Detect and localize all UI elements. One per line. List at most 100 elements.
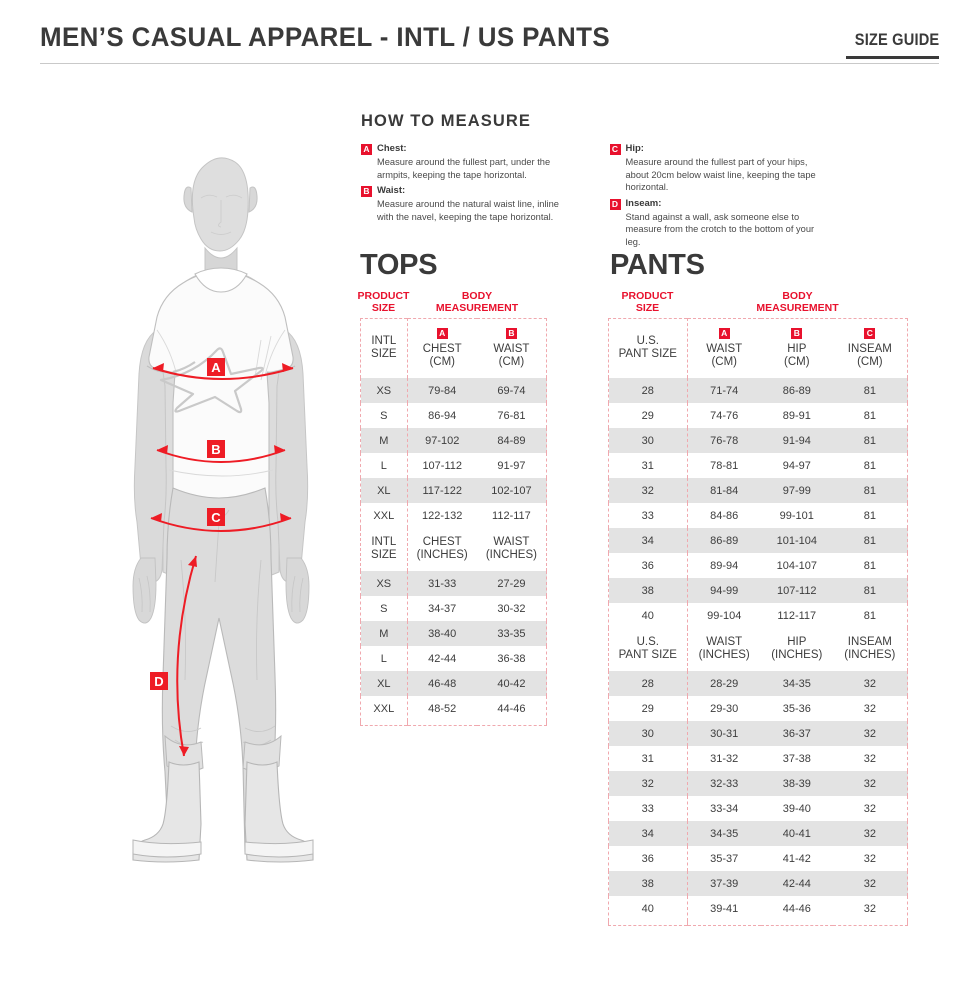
table-row: 40 99-104 112-117 81 — [608, 603, 908, 628]
cell-size: S — [360, 596, 408, 621]
table-row: 32 32-33 38-39 32 — [608, 771, 908, 796]
table-row: L 107-112 91-97 — [360, 453, 547, 478]
tops-inches-header-size-l1: INTL — [371, 536, 397, 548]
cell-waist: 76-78 — [687, 428, 761, 453]
cell-inseam: 32 — [863, 852, 876, 865]
cell-waist: 33-34 — [710, 802, 739, 815]
pants-cm-header-inseam: C INSEAM (CM) — [832, 318, 908, 378]
pants-inches-header-inseam-l1: INSEAM — [847, 636, 892, 648]
cell-waist: 112-117 — [492, 509, 531, 522]
cell-chest: 79-84 — [407, 378, 477, 403]
cell-inseam: 81 — [832, 428, 908, 453]
tops-cm-header-waist: B WAIST (CM) — [476, 318, 547, 378]
pants-cm-header-hip-l2: (CM) — [784, 356, 810, 368]
svg-text:B: B — [211, 442, 220, 457]
tops-legend-product-size-2: SIZE — [371, 302, 396, 314]
cell-hip: 91-94 — [760, 428, 833, 453]
table-row: 30 76-78 91-94 81 — [608, 428, 908, 453]
mannequin-figure: A B C — [95, 140, 360, 880]
cell-hip: 41-42 — [782, 852, 811, 865]
table-row: 38 37-39 42-44 32 — [608, 871, 908, 896]
cell-size: 33 — [608, 503, 688, 528]
cell-hip: 101-104 — [760, 528, 833, 553]
cell-waist: 40-42 — [476, 671, 547, 696]
cell-waist: 84-89 — [476, 428, 547, 453]
pants-legend-body-1: BODY — [782, 290, 813, 302]
cell-size: 38 — [608, 578, 688, 603]
cell-size: 31 — [608, 453, 688, 478]
cell-hip: 34-35 — [760, 671, 833, 696]
pants-legend: PRODUCT SIZE BODY MEASUREMENT — [608, 289, 908, 315]
spacer — [608, 921, 688, 925]
cell-waist: 30-32 — [497, 602, 526, 615]
badge-c-icon: C — [609, 144, 621, 155]
cell-size: XL — [360, 671, 408, 696]
badge-a-icon: A — [361, 144, 372, 155]
tops-inches-header-chest-l2: (INCHES) — [416, 549, 468, 561]
cell-inseam: 32 — [863, 802, 876, 815]
tops-size-table: INTL SIZE A CHEST (CM) B WAIST (CM) XS 79… — [360, 318, 547, 726]
measure-arrow-b: B — [156, 440, 286, 463]
cell-hip: 97-99 — [760, 478, 833, 503]
table-row: 28 71-74 86-89 81 — [608, 378, 908, 403]
cell-size: XXL — [360, 503, 408, 528]
spacer — [760, 921, 833, 925]
cell-inseam: 32 — [832, 671, 908, 696]
figure-head — [183, 157, 258, 285]
pants-cm-header-size-l1: U.S. — [636, 335, 659, 347]
cell-inseam: 32 — [863, 752, 876, 765]
figure-shirt-folds — [156, 329, 286, 477]
svg-text:C: C — [211, 510, 221, 525]
cell-chest: 34-37 — [428, 602, 457, 615]
tops-inches-header-size-l2: SIZE — [371, 549, 397, 561]
alpinestars-logo-icon — [159, 347, 264, 414]
measure-desc-waist: Measure around the natural waist line, i… — [377, 199, 559, 222]
size-guide-tab: SIZE GUIDE — [841, 30, 939, 59]
cell-inseam: 81 — [863, 409, 876, 422]
cell-chest: 31-33 — [407, 571, 477, 596]
table-row: L 42-44 36-38 — [360, 646, 547, 671]
tops-legend-body-1: BODY — [461, 290, 493, 302]
cell-size: 32 — [608, 771, 688, 796]
cell-hip: 40-41 — [760, 821, 833, 846]
cell-inseam: 81 — [863, 559, 876, 572]
table-row: 33 84-86 99-101 81 — [608, 503, 908, 528]
badge-c-icon: C — [864, 328, 876, 339]
tops-cm-header-chest-l1: CHEST — [422, 343, 462, 355]
cell-waist: 27-29 — [476, 571, 547, 596]
cell-waist: 34-35 — [687, 821, 761, 846]
figure-shoes — [132, 761, 314, 863]
cell-size: 33 — [608, 796, 688, 821]
pants-inches-header-size-l1: U.S. — [636, 636, 659, 648]
pants-inches-header-hip-l1: HIP — [787, 636, 807, 648]
spacer — [476, 721, 547, 725]
table-row: 34 86-89 101-104 81 — [608, 528, 908, 553]
table-row: S 34-37 30-32 — [360, 596, 547, 621]
cell-waist: 28-29 — [687, 671, 761, 696]
table-row: XL 117-122 102-107 — [360, 478, 547, 503]
cell-chest: 117-122 — [407, 478, 477, 503]
pants-cm-header-waist: A WAIST (CM) — [687, 318, 761, 378]
badge-b-icon: B — [505, 328, 517, 339]
table-row: 31 31-32 37-38 32 — [608, 746, 908, 771]
cell-inseam: 81 — [863, 459, 876, 472]
tops-inches-header-chest-l1: CHEST — [422, 536, 462, 548]
tops-cm-header-size-l2: SIZE — [371, 348, 397, 360]
table-row: XS 79-84 69-74 — [360, 378, 547, 403]
spacer — [832, 921, 908, 925]
cell-size: 36 — [608, 846, 688, 871]
cell-inseam: 81 — [863, 509, 876, 522]
cell-waist: 99-104 — [707, 609, 742, 622]
cell-inseam: 81 — [832, 578, 908, 603]
tops-cm-header-row: INTL SIZE A CHEST (CM) B WAIST (CM) — [360, 318, 547, 378]
cell-waist: 89-94 — [710, 559, 739, 572]
spacer — [687, 921, 761, 925]
tops-cm-header-size: INTL SIZE — [360, 318, 408, 378]
cell-chest: 107-112 — [422, 459, 462, 472]
pants-cm-header-hip-l1: HIP — [787, 343, 807, 355]
svg-text:A: A — [211, 360, 221, 375]
table-row: M 38-40 33-35 — [360, 621, 547, 646]
cell-waist: 32-33 — [687, 771, 761, 796]
pants-legend-product-size-1: PRODUCT — [621, 290, 674, 302]
